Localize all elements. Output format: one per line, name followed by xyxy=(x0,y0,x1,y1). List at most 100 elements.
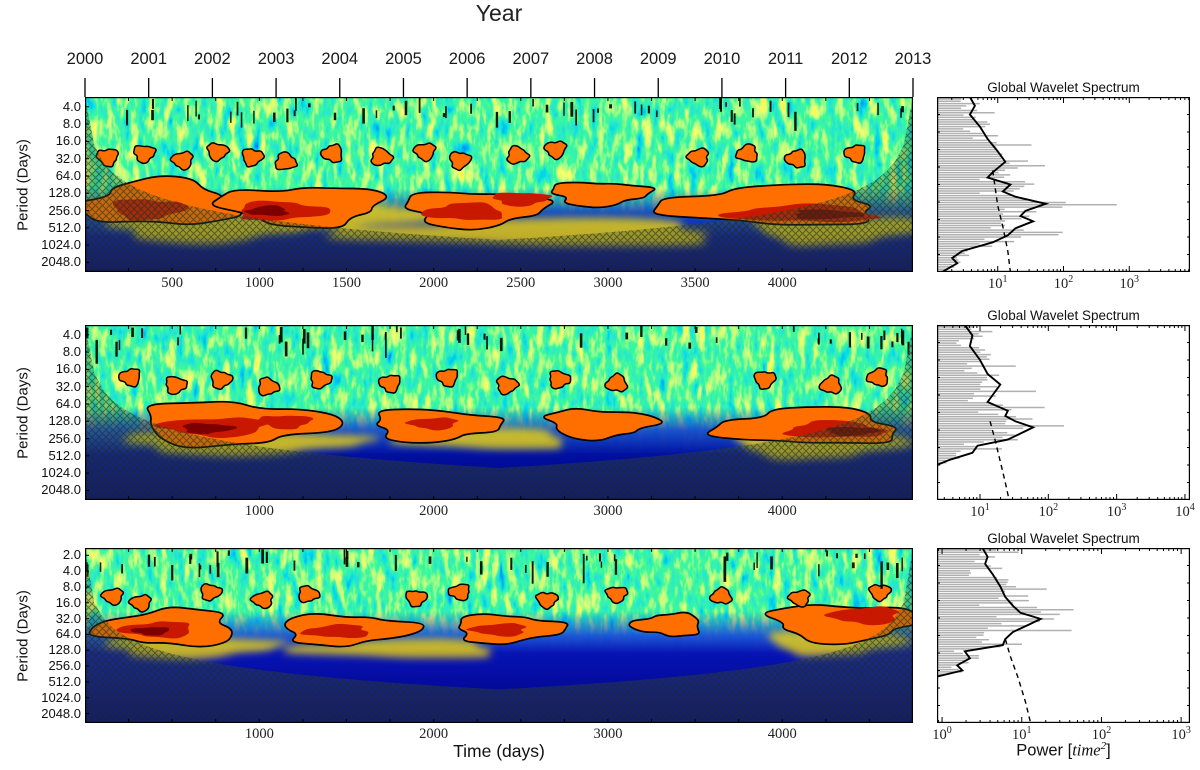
period-tick-label: 8.0 xyxy=(62,578,81,594)
period-tick-label: 16.0 xyxy=(55,594,81,610)
gws-raw-spectrum-spikes xyxy=(937,326,1064,469)
year-tick-label: 2007 xyxy=(512,50,550,68)
period-axis-label: Period (Days) xyxy=(14,138,31,231)
period-tick-label: 64.0 xyxy=(55,167,81,183)
time-tick-label: 4000 xyxy=(767,503,797,519)
year-tick-label: 2005 xyxy=(385,50,422,68)
wavelet-power-spectrum-1 xyxy=(85,97,913,272)
period-tick-label: 512.0 xyxy=(48,673,81,689)
period-tick-label: 8.0 xyxy=(62,344,81,360)
gws-power-tick-label: 104 xyxy=(1175,502,1195,520)
power-label-math: time xyxy=(1072,740,1101,760)
gws-significance-dashed-curve xyxy=(989,421,1010,500)
high-frequency-streaks xyxy=(86,549,903,589)
cone-of-influence-hatch xyxy=(85,325,913,500)
power-label-exponent: 2 xyxy=(1100,740,1107,752)
gws-power-tick-label: 103 xyxy=(1106,502,1127,520)
time-tick-label: 4000 xyxy=(767,726,797,742)
gws-power-tick-label: 102 xyxy=(1091,725,1112,743)
time-tick-label: 1000 xyxy=(244,726,274,742)
year-tick-label: 2006 xyxy=(448,50,486,68)
gws-edge-ticks xyxy=(937,97,1190,272)
period-tick-label: 1024.0 xyxy=(41,465,81,481)
time-tick-label: 2000 xyxy=(419,726,449,742)
time-tick-label: 1000 xyxy=(244,503,274,519)
wavelet-power-spectrum-2 xyxy=(85,325,913,500)
year-tick-label: 2011 xyxy=(767,50,804,68)
year-tick-label: 2009 xyxy=(639,50,677,68)
period-tick-label: 4.0 xyxy=(62,326,81,342)
time-tick-label: 3000 xyxy=(593,503,623,519)
period-tick-label: 2048.0 xyxy=(41,705,81,721)
high-frequency-streaks xyxy=(85,325,910,364)
spectrogram-border xyxy=(85,548,913,723)
period-tick-label: 128.0 xyxy=(48,413,81,429)
time-tick-label: 3000 xyxy=(593,275,623,291)
global-wavelet-spectrum-plot-1 xyxy=(937,97,1190,272)
period-tick-label: 4.0 xyxy=(62,98,81,114)
year-tick-label: 2008 xyxy=(576,50,613,68)
gws-power-tick-label: 102 xyxy=(1053,274,1074,292)
time-tick-label: 3500 xyxy=(680,275,710,291)
gws-smoothed-spectrum-curve xyxy=(941,97,1050,272)
period-tick-label: 1024.0 xyxy=(41,237,81,253)
gws-panel-title: Global Wavelet Spectrum xyxy=(987,80,1140,95)
period-tick-label: 256.0 xyxy=(48,202,81,218)
period-tick-label: 8.0 xyxy=(62,116,81,132)
upper-significance-blobs xyxy=(117,367,889,397)
period-tick-label: 32.0 xyxy=(55,150,81,166)
power-label-suffix: ] xyxy=(1106,741,1111,760)
period-tick-label: 16.0 xyxy=(55,133,81,149)
year-tick-label: 2000 xyxy=(66,50,104,68)
period-tick-label: 64.0 xyxy=(55,626,81,642)
gws-panel-title: Global Wavelet Spectrum xyxy=(987,308,1140,323)
year-tick-label: 2004 xyxy=(321,50,359,68)
gws-panel-title: Global Wavelet Spectrum xyxy=(987,531,1140,546)
gws-edge-ticks xyxy=(937,325,1190,500)
period-tick-label: 4.0 xyxy=(62,563,81,579)
upper-significance-blobs xyxy=(95,140,866,172)
period-tick-label: 2048.0 xyxy=(41,254,81,270)
time-tick-label: 3000 xyxy=(593,726,623,742)
gws-power-tick-label: 101 xyxy=(987,274,1008,292)
time-tick-label: 500 xyxy=(161,275,184,291)
period-tick-label: 2048.0 xyxy=(41,482,81,498)
spectrogram-edge-ticks xyxy=(85,325,870,500)
period-tick-label: 16.0 xyxy=(55,361,81,377)
gws-power-tick-label: 101 xyxy=(1012,725,1032,743)
gws-smoothed-spectrum-curve xyxy=(937,548,1044,678)
gws-raw-spectrum-spikes xyxy=(937,549,1074,680)
gws-significance-dashed-curve xyxy=(1004,638,1032,723)
spectrogram-border xyxy=(85,97,913,272)
period-tick-label: 64.0 xyxy=(55,395,81,411)
wavelet-power-spectrum-3 xyxy=(85,548,913,723)
gws-smoothed-spectrum-curve xyxy=(937,325,1036,466)
period-tick-label: 32.0 xyxy=(55,610,81,626)
period-tick-label: 256.0 xyxy=(48,430,81,446)
gws-power-tick-label: 101 xyxy=(970,502,990,520)
period-tick-label: 1024.0 xyxy=(41,689,81,705)
gws-edge-ticks xyxy=(937,548,1190,723)
gws-power-tick-label: 103 xyxy=(1119,274,1140,292)
time-tick-label: 2500 xyxy=(506,275,536,291)
cone-of-influence-hatch xyxy=(85,548,913,723)
year-axis-ticks xyxy=(84,78,914,97)
gws-significance-dashed-curve xyxy=(992,170,1012,272)
period-axis-label: Period (Days) xyxy=(14,589,31,682)
gws-power-tick-label: 103 xyxy=(1171,725,1191,743)
period-tick-label: 256.0 xyxy=(48,658,81,674)
spectrogram-edge-ticks xyxy=(85,548,870,723)
period-tick-label: 512.0 xyxy=(48,219,81,235)
year-axis-title: Year xyxy=(475,0,523,26)
global-wavelet-spectrum-plot-3 xyxy=(937,548,1190,723)
period-tick-label: 32.0 xyxy=(55,378,81,394)
spectrogram-edge-ticks xyxy=(85,97,870,272)
power-axis-label: Power [time2] xyxy=(937,740,1190,761)
period-tick-label: 128.0 xyxy=(48,185,81,201)
period-tick-label: 2.0 xyxy=(62,547,81,563)
year-tick-label: 2003 xyxy=(257,50,295,68)
time-axis-label: Time (days) xyxy=(453,741,545,761)
period-tick-label: 512.0 xyxy=(48,447,81,463)
power-label-prefix: Power [ xyxy=(1016,741,1073,760)
